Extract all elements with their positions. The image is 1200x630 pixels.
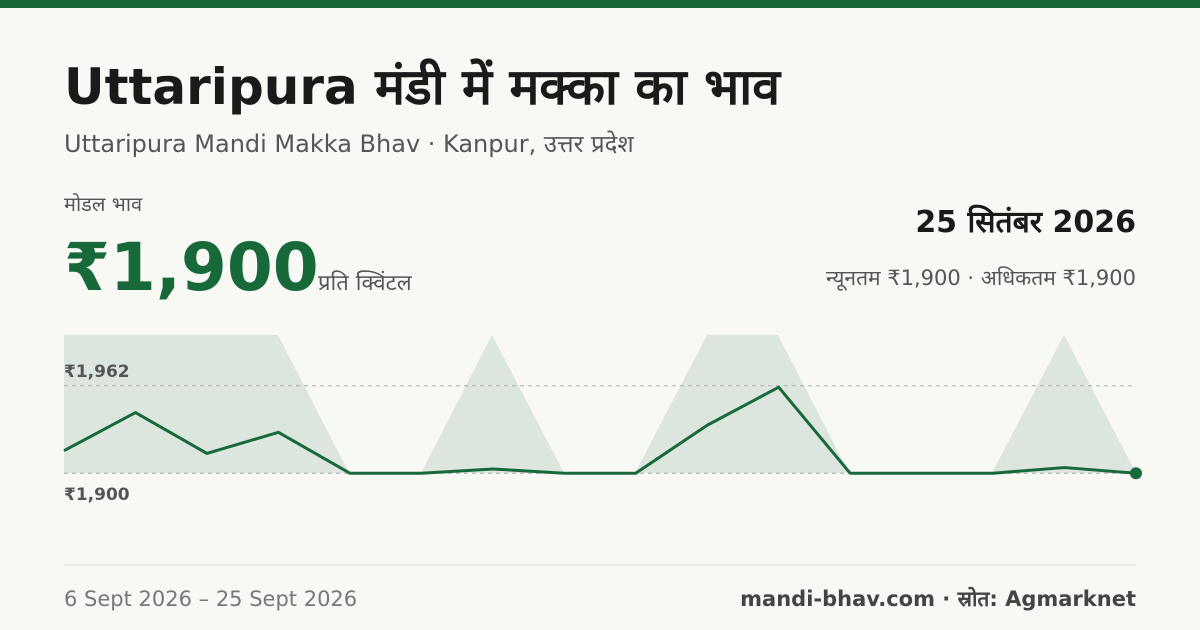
price-range: न्यूनतम ₹1,900 · अधिकतम ₹1,900	[826, 266, 1136, 291]
background-band	[64, 335, 1136, 473]
footer-period: 6 Sept 2026 – 25 Sept 2026	[64, 587, 357, 611]
last-point	[1130, 467, 1142, 480]
price-value: ₹1,900	[64, 229, 319, 306]
price-line	[63, 385, 1137, 475]
price-unit: प्रति क्विंटल	[318, 270, 413, 296]
plot: ₹1,900 ₹1,962	[63, 362, 1142, 505]
title: Uttaripura मंडी में मक्का का भाव	[64, 58, 782, 116]
top-bar	[0, 0, 1200, 8]
price-label: मोडल भाव	[64, 192, 143, 216]
footer-source: mandi-bhav.com · स्रोत: Agmarknet	[740, 586, 1136, 611]
y-tick-label: ₹1,900	[64, 485, 130, 505]
subtitle: Uttaripura Mandi Makka Bhav · Kanpur, उत…	[64, 130, 634, 158]
y-tick-label: ₹1,962	[64, 362, 130, 382]
price-date: 25 सितंबर 2026	[915, 204, 1136, 240]
